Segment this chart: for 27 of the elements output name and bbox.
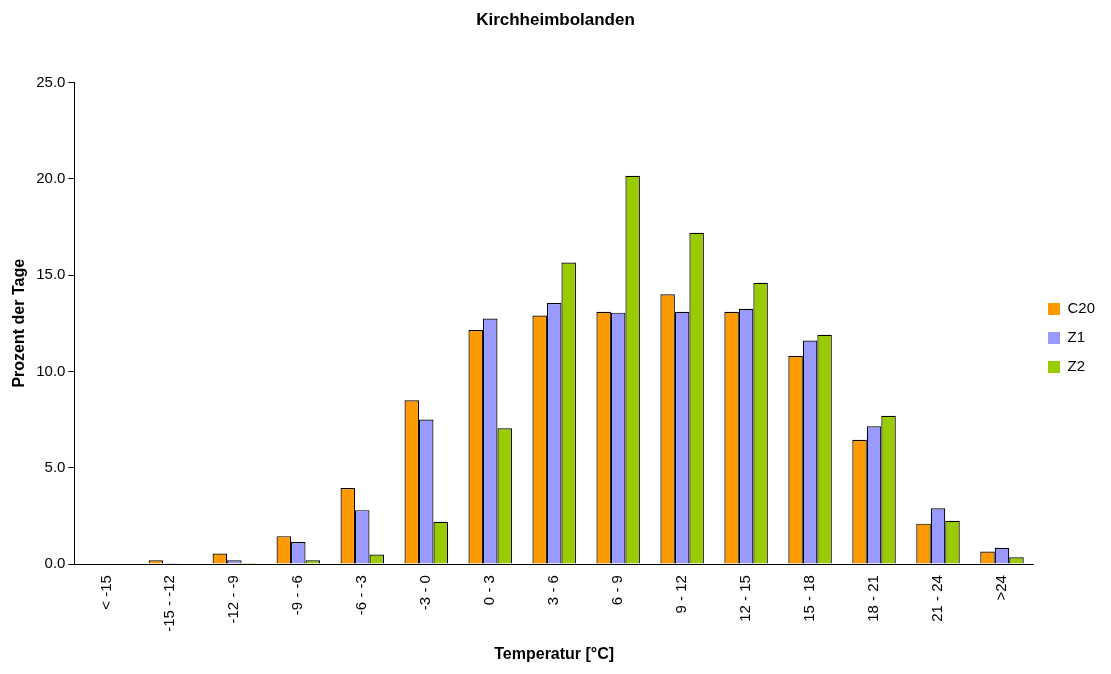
x-tick-label: -6 - -3 [352, 575, 370, 616]
y-tick-label: 20.0 [36, 168, 66, 186]
x-tick-label: 3 - 6 [544, 575, 562, 606]
y-tick-label: 5.0 [44, 457, 66, 475]
x-tick-label: -15 - -12 [160, 575, 178, 632]
x-tick-label: 0 - 3 [480, 575, 498, 606]
y-tick-label: 10.0 [36, 361, 66, 379]
x-tick-label: < -15 [96, 575, 114, 610]
x-axis-title: Temperatur [°C] [494, 644, 615, 662]
x-tick-label: >24 [992, 575, 1010, 601]
x-tick-label: 9 - 12 [672, 575, 690, 614]
x-tick-label: 18 - 21 [864, 575, 882, 622]
y-tick-label: 25.0 [36, 72, 66, 90]
x-tick-label: -9 - -6 [288, 575, 306, 616]
legend-label: C20 [1067, 299, 1096, 317]
x-tick-label: -12 - -9 [224, 575, 242, 624]
x-tick-label: 21 - 24 [928, 575, 946, 622]
legend-label: Z2 [1067, 357, 1085, 375]
y-axis-title: Prozent der Tage [10, 258, 28, 388]
chart-title: Kirchheimbolanden [476, 9, 635, 29]
x-tick-label: 6 - 9 [608, 575, 626, 606]
x-tick-label: 12 - 15 [736, 575, 754, 622]
y-tick-label: 0.0 [44, 554, 66, 572]
y-tick-label: 15.0 [36, 265, 66, 283]
legend-label: Z1 [1067, 328, 1085, 346]
x-tick-label: -3 - 0 [416, 575, 434, 611]
x-tick-label: 15 - 18 [800, 575, 818, 622]
